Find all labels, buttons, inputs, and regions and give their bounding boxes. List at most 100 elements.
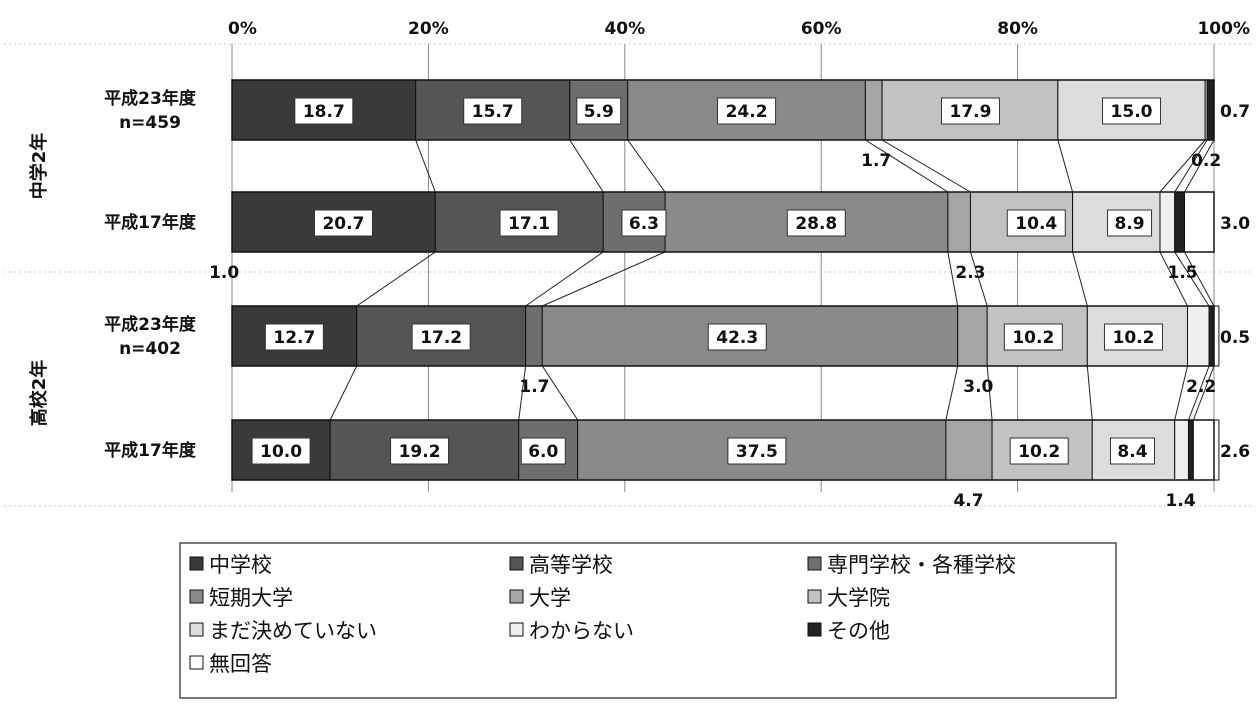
connector-line xyxy=(1174,251,1210,307)
bar-segment xyxy=(1187,419,1194,481)
x-tick-label: 20% xyxy=(408,19,449,39)
value-label: 20.7 xyxy=(322,214,364,234)
bars xyxy=(231,79,1220,481)
connector-line xyxy=(1174,365,1188,421)
value-label-box xyxy=(264,323,324,351)
connector-line xyxy=(947,251,959,307)
value-label-box xyxy=(1107,209,1153,237)
value-label-box xyxy=(251,437,311,465)
value-label-box xyxy=(294,97,354,125)
connector-line xyxy=(1057,139,1074,193)
legend-swatch xyxy=(189,655,204,670)
group-label: 高校2年 xyxy=(28,360,50,427)
value-label: 0.2 xyxy=(1191,151,1221,171)
x-tick-label: 100% xyxy=(1197,19,1250,39)
value-label: 10.2 xyxy=(1018,442,1060,462)
value-label: 10.4 xyxy=(1015,214,1057,234)
bar-outline xyxy=(231,419,1215,481)
connector-line xyxy=(525,251,604,307)
value-label: 12.7 xyxy=(273,328,315,348)
connector-line xyxy=(1188,365,1210,421)
legend-label: 高等学校 xyxy=(529,553,613,577)
value-label-box xyxy=(1109,437,1155,465)
value-label: 1.7 xyxy=(519,377,549,397)
legend-label: 無回答 xyxy=(209,652,272,676)
legend-label: その他 xyxy=(827,619,890,643)
legend-label: 短期大学 xyxy=(209,586,293,610)
bar-outline xyxy=(231,191,1215,253)
connector-lines xyxy=(329,139,1215,421)
bar-segment xyxy=(1206,79,1215,141)
value-label-box xyxy=(576,97,622,125)
value-label: 2.3 xyxy=(955,263,985,283)
value-label: 4.7 xyxy=(953,491,983,511)
value-label-box xyxy=(1006,209,1066,237)
value-label: 6.0 xyxy=(528,442,558,462)
bar-outline xyxy=(231,79,1215,141)
connector-line xyxy=(1072,251,1088,307)
connector-line xyxy=(541,365,579,421)
value-label: 17.1 xyxy=(508,214,550,234)
value-label-box xyxy=(1003,323,1063,351)
bar-segment xyxy=(957,305,988,367)
value-label: 19.2 xyxy=(399,442,441,462)
connector-line xyxy=(1184,251,1215,307)
connector-line xyxy=(1159,139,1206,193)
bar-segment xyxy=(945,419,993,481)
bar-segment xyxy=(1174,419,1189,481)
bar-segment xyxy=(1186,305,1210,367)
connector-line xyxy=(415,139,436,193)
value-label-box xyxy=(717,97,777,125)
legend-label: 中学校 xyxy=(209,553,272,577)
value-label-box xyxy=(499,209,559,237)
bar-segment xyxy=(1184,191,1215,253)
legend-swatch xyxy=(189,556,204,571)
connector-line xyxy=(881,139,971,193)
value-label: 42.3 xyxy=(716,328,758,348)
value-label: 2.6 xyxy=(1220,442,1250,462)
value-label: 0.7 xyxy=(1220,102,1250,122)
bar-segment xyxy=(525,305,543,367)
value-label: 10.2 xyxy=(1012,328,1054,348)
value-label: 17.9 xyxy=(949,102,991,122)
value-label: 37.5 xyxy=(736,442,778,462)
value-label: 5.9 xyxy=(584,102,614,122)
connector-line xyxy=(969,251,988,307)
connector-line xyxy=(627,139,666,193)
legend-label: 大学 xyxy=(529,586,571,610)
x-axis-ticks: 0% 20% 40% 60% 80% 100% xyxy=(228,19,1250,39)
category-label: 平成17年度 xyxy=(104,440,197,461)
connector-line xyxy=(1192,365,1215,421)
value-label: 10.2 xyxy=(1112,328,1154,348)
value-label: 15.0 xyxy=(1111,102,1153,122)
value-label: 3.0 xyxy=(1220,214,1250,234)
value-label: 28.8 xyxy=(795,214,837,234)
group-label: 中学2年 xyxy=(28,133,50,200)
legend-label: わからない xyxy=(529,619,634,643)
value-labels: 18.7 15.7 5.9 24.2 17.9 15.0 0.7 1.7 0.2 20.7 17.1… xyxy=(209,97,1250,511)
value-label: 1.5 xyxy=(1168,263,1198,283)
value-label-box xyxy=(390,437,450,465)
legend-label: 大学院 xyxy=(827,586,890,610)
x-tick-label: 40% xyxy=(604,19,645,39)
connector-line xyxy=(329,365,358,421)
value-label: 6.3 xyxy=(629,214,659,234)
value-label: 8.9 xyxy=(1114,214,1144,234)
bar-segment xyxy=(1192,419,1220,481)
connector-line xyxy=(1086,365,1093,421)
bar-segment xyxy=(1174,191,1186,253)
value-label-box xyxy=(940,97,1000,125)
connector-line xyxy=(865,139,949,193)
category-n-label: n=402 xyxy=(119,339,181,359)
connector-line xyxy=(986,365,993,421)
connector-line xyxy=(1174,139,1208,193)
value-label-box xyxy=(411,323,471,351)
connector-line xyxy=(1159,251,1188,307)
value-label: 8.4 xyxy=(1117,442,1147,462)
bar-segment xyxy=(947,191,971,253)
legend-swatch xyxy=(807,622,822,637)
x-tick-label: 0% xyxy=(228,19,257,39)
